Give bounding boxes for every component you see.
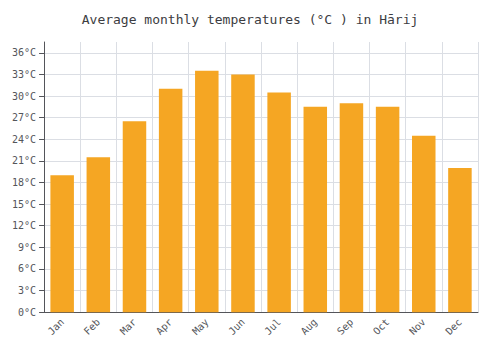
svg-text:0°C: 0°C [18,307,36,318]
svg-text:Nov: Nov [407,316,428,337]
svg-text:21°C: 21°C [12,155,36,166]
svg-text:24°C: 24°C [12,134,36,145]
svg-text:Jul: Jul [262,316,283,337]
svg-text:3°C: 3°C [18,285,36,296]
svg-text:9°C: 9°C [18,242,36,253]
svg-text:18°C: 18°C [12,177,36,188]
svg-text:Feb: Feb [82,316,103,337]
svg-text:Apr: Apr [154,316,175,337]
svg-text:6°C: 6°C [18,263,36,274]
svg-text:Dec: Dec [443,316,464,337]
svg-text:Oct: Oct [371,316,392,337]
svg-text:27°C: 27°C [12,112,36,123]
svg-text:30°C: 30°C [12,91,36,102]
svg-text:Aug: Aug [299,316,320,337]
svg-text:12°C: 12°C [12,220,36,231]
svg-text:Mar: Mar [118,316,139,337]
svg-text:Average monthly temperatures (: Average monthly temperatures (°C ) in Hā… [82,12,419,27]
svg-text:Sep: Sep [335,316,356,337]
svg-text:May: May [190,316,211,337]
svg-text:36°C: 36°C [12,47,36,58]
svg-text:Jun: Jun [226,316,247,337]
svg-text:33°C: 33°C [12,69,36,80]
svg-text:15°C: 15°C [12,199,36,210]
svg-text:Jan: Jan [46,316,67,337]
